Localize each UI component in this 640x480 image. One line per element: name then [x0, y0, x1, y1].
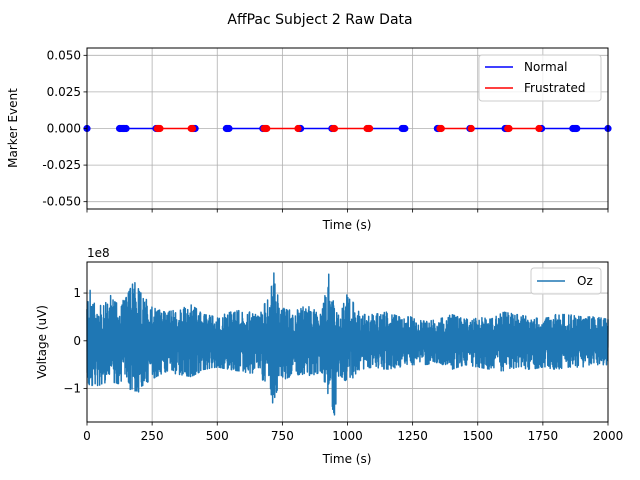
marker-event-ytick-label: 0.050 — [47, 48, 81, 62]
frustrated-marker-point — [366, 124, 374, 133]
voltage-ytick-label: 0 — [73, 334, 81, 348]
voltage-offset-label: 1e8 — [87, 246, 110, 260]
voltage-ylabel: Voltage (uV) — [35, 305, 49, 379]
normal-marker-point — [573, 124, 581, 133]
voltage-ytick-label: −1 — [63, 382, 81, 396]
marker-event-series — [83, 124, 612, 133]
frustrated-marker-point — [188, 124, 197, 133]
normal-marker-point — [225, 124, 233, 133]
voltage-xtick-label: 2000 — [593, 429, 624, 443]
voltage-xtick-label: 1500 — [462, 429, 493, 443]
frustrated-marker-point — [294, 124, 302, 133]
marker-event-axes: 0.050 0.025 0.000 -0.025 -0.050 Time (s) Mar… — [6, 47, 612, 232]
marker-event-ytick-label: 0.000 — [47, 122, 81, 136]
voltage-xtick-label: 500 — [206, 429, 229, 443]
normal-marker-point — [122, 124, 130, 133]
voltage-legend: Oz — [530, 267, 602, 295]
frustrated-marker-point — [437, 124, 445, 133]
oz-signal-line — [86, 272, 609, 416]
marker-event-xlabel: Time (s) — [322, 218, 372, 232]
legend-normal-label: Normal — [524, 60, 567, 74]
frustrated-marker-point — [330, 124, 339, 133]
voltage-xtick-label: 1000 — [332, 429, 363, 443]
voltage-xtick-label: 750 — [271, 429, 294, 443]
voltage-series — [86, 272, 609, 416]
voltage-xlabel: Time (s) — [322, 452, 372, 466]
legend-frustrated-label: Frustrated — [524, 81, 586, 95]
marker-event-ytick-label: -0.050 — [42, 195, 81, 209]
voltage-xtick-label: 1250 — [397, 429, 428, 443]
voltage-xtick-label: 1750 — [528, 429, 559, 443]
frustrated-marker-point — [467, 124, 475, 133]
frustrated-marker-point — [263, 124, 271, 133]
marker-event-legend: Normal Frustrated — [478, 54, 602, 102]
voltage-ticks: 0 250 500 750 1000 1250 1500 1750 2000 1 0 −1 — [63, 286, 623, 443]
normal-marker-point — [401, 124, 409, 133]
voltage-ytick-label: 1 — [73, 286, 81, 300]
marker-event-ylabel: Marker Event — [6, 88, 20, 168]
marker-event-ticks: 0.050 0.025 0.000 -0.025 -0.050 — [42, 48, 609, 213]
voltage-axes: 0 250 500 750 1000 1250 1500 1750 2000 1 0 −1 1e8 T… — [35, 246, 623, 466]
chart-title: AffPac Subject 2 Raw Data — [227, 12, 412, 28]
voltage-legend-box — [530, 267, 602, 295]
frustrated-marker-point — [156, 124, 164, 133]
marker-event-ytick-label: 0.025 — [47, 85, 81, 99]
voltage-xtick-label: 0 — [83, 429, 91, 443]
frustrated-marker-point — [505, 124, 513, 133]
marker-event-ytick-label: -0.025 — [42, 158, 81, 172]
voltage-xtick-label: 250 — [141, 429, 164, 443]
legend-oz-label: Oz — [577, 274, 593, 288]
frustrated-marker-point — [535, 124, 543, 133]
